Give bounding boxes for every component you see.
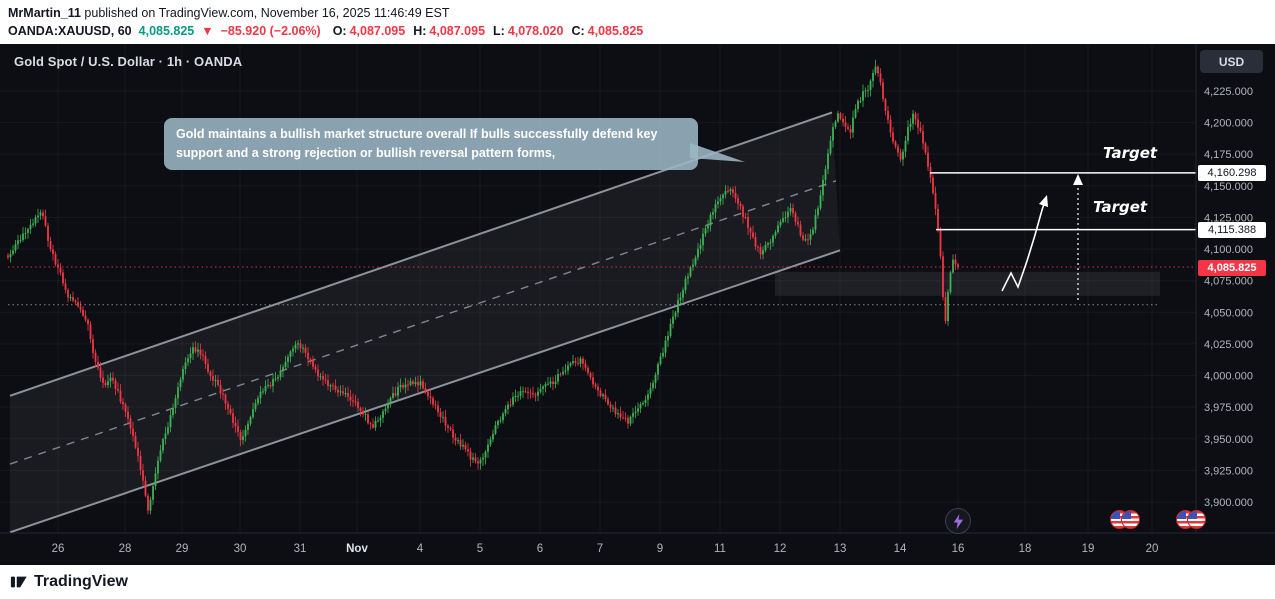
svg-text:4,050.000: 4,050.000 xyxy=(1204,307,1253,319)
callout-text: Gold maintains a bullish market structur… xyxy=(176,127,658,160)
tradingview-footer: TradingView xyxy=(0,565,1275,599)
author-name[interactable]: MrMartin_11 xyxy=(8,6,81,20)
svg-text:4,125.000: 4,125.000 xyxy=(1204,212,1253,224)
svg-text:26: 26 xyxy=(52,543,65,555)
open-value: 4,087.095 xyxy=(349,24,406,38)
svg-text:5: 5 xyxy=(477,543,483,555)
svg-text:3,900.000: 3,900.000 xyxy=(1204,497,1253,509)
target-label-2[interactable]: Target xyxy=(1093,198,1148,216)
close-label: C: xyxy=(571,24,585,38)
svg-text:18: 18 xyxy=(1019,543,1032,555)
svg-text:9: 9 xyxy=(657,543,663,555)
target-label-1[interactable]: Target xyxy=(1103,144,1158,162)
svg-text:Nov: Nov xyxy=(346,543,368,555)
high-value: 4,087.095 xyxy=(429,24,486,38)
us-flag-icon xyxy=(1187,510,1206,529)
publish-line: MrMartin_11 published on TradingView.com… xyxy=(8,5,1275,21)
economic-calendar-flags-icon[interactable] xyxy=(1110,510,1142,530)
chart-area[interactable]: 4,225.000 4,200.000 4,175.000 4,150.000 4,12… xyxy=(0,44,1275,565)
candlestick-chart[interactable]: 4,225.000 4,200.000 4,175.000 4,150.000 4,12… xyxy=(0,44,1275,565)
support-zone[interactable] xyxy=(775,271,1160,296)
tradingview-logo-mark xyxy=(10,576,27,588)
low-label: L: xyxy=(493,24,505,38)
economic-calendar-flags-icon[interactable] xyxy=(1176,510,1208,530)
close-value: 4,085.825 xyxy=(587,24,644,38)
events-lightning-icon[interactable] xyxy=(945,508,971,534)
candles-layer xyxy=(7,59,959,515)
svg-text:29: 29 xyxy=(176,543,189,555)
axes[interactable]: 4,225.000 4,200.000 4,175.000 4,150.000 4,12… xyxy=(0,44,1275,555)
svg-text:6: 6 xyxy=(537,543,543,555)
gridlines xyxy=(0,44,1196,533)
svg-text:4,175.000: 4,175.000 xyxy=(1204,149,1253,161)
low-value: 4,078.020 xyxy=(507,24,564,38)
svg-text:4,025.000: 4,025.000 xyxy=(1204,339,1253,351)
svg-text:19: 19 xyxy=(1082,543,1095,555)
svg-text:3,975.000: 3,975.000 xyxy=(1204,402,1253,414)
callout-note[interactable]: Gold maintains a bullish market structur… xyxy=(164,118,698,170)
published-text: published on TradingView.com, November 1… xyxy=(80,6,450,20)
svg-text:4,150.000: 4,150.000 xyxy=(1204,181,1253,193)
svg-text:3,925.000: 3,925.000 xyxy=(1204,465,1253,477)
drawing-annotations[interactable] xyxy=(690,143,1083,300)
open-label: O: xyxy=(332,24,347,38)
target2-price-badge: 4,115.388 xyxy=(1198,222,1266,238)
svg-text:4,200.000: 4,200.000 xyxy=(1204,118,1253,130)
ohlc-values: O: 4,087.095 H: 4,087.095 L: 4,078.020 C: 4,… xyxy=(328,23,644,39)
svg-text:20: 20 xyxy=(1146,543,1159,555)
down-arrow-icon: ▼ xyxy=(201,24,214,38)
svg-text:4,225.000: 4,225.000 xyxy=(1204,86,1253,98)
svg-text:4,100.000: 4,100.000 xyxy=(1204,244,1253,256)
last-price: 4,085.825 xyxy=(138,24,195,38)
svg-text:11: 11 xyxy=(714,543,726,555)
price-change: −85.920 (−2.06%) xyxy=(220,24,321,38)
symbol-label[interactable]: OANDA:XAUUSD, 60 xyxy=(8,24,132,38)
svg-text:14: 14 xyxy=(894,543,907,555)
high-label: H: xyxy=(413,24,427,38)
currency-toggle-button[interactable]: USD xyxy=(1200,50,1263,73)
svg-text:13: 13 xyxy=(834,543,847,555)
svg-text:12: 12 xyxy=(774,543,787,555)
svg-text:7: 7 xyxy=(597,543,603,555)
svg-text:4,075.000: 4,075.000 xyxy=(1204,276,1253,288)
price-levels[interactable] xyxy=(8,172,1196,306)
svg-text:31: 31 xyxy=(294,543,307,555)
trend-channel[interactable] xyxy=(9,111,841,534)
us-flag-icon xyxy=(1121,510,1140,529)
svg-text:4,000.000: 4,000.000 xyxy=(1204,371,1253,383)
tradingview-logo[interactable]: TradingView xyxy=(10,573,128,591)
symbol-line: OANDA:XAUUSD, 60 4,085.825 ▼ −85.920 (−2… xyxy=(8,23,1275,39)
chart-title: Gold Spot / U.S. Dollar · 1h · OANDA xyxy=(14,54,243,69)
current-price-badge: 4,085.825 xyxy=(1198,260,1266,276)
svg-text:3,950.000: 3,950.000 xyxy=(1204,434,1253,446)
target1-price-badge: 4,160.298 xyxy=(1198,165,1266,181)
svg-text:28: 28 xyxy=(119,543,132,555)
publish-header: MrMartin_11 published on TradingView.com… xyxy=(0,0,1275,44)
svg-text:4: 4 xyxy=(417,543,424,555)
svg-text:16: 16 xyxy=(952,543,965,555)
svg-text:30: 30 xyxy=(234,543,247,555)
tradingview-logo-text: TradingView xyxy=(34,573,128,590)
